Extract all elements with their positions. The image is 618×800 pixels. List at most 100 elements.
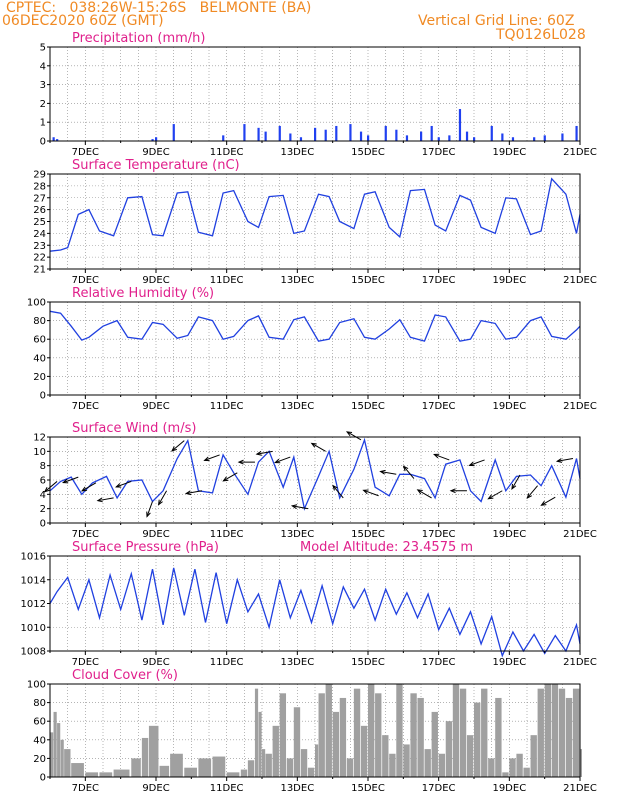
precip-bar [448,135,451,141]
wind-vector [256,450,273,455]
wind-vector [171,440,185,452]
wind-arrowhead [146,511,151,518]
precip-bar [155,137,158,141]
cloud-title: Cloud Cover (%) [72,668,178,683]
x-tick-label: 21DEC [563,275,597,286]
cloud-bar [71,763,84,777]
model-altitude-annotation: Model Altitude: 23.4575 m [300,540,473,555]
wind-arrowhead [362,489,369,495]
wind-panel: 7DEC 9DEC 11DEC 13DEC 15DEC 17DEC 19DEC 21DEC 0 2… [33,421,597,540]
x-tick-label: 7DEC [72,401,99,412]
header: CPTEC: 038:26W-15:26S BELMONTE (BA) 06DE… [0,0,618,44]
cloud-bar [558,688,566,777]
cloud-bar [258,711,262,777]
plot-frame [49,301,581,396]
wind-vector [434,453,450,461]
precip-bar [257,127,260,141]
model-code-text: TQ0126L028 [496,27,586,43]
cloud-bar [375,693,382,777]
x-tick-label: 17DEC [422,147,456,158]
precip-bar [384,125,387,141]
cloud-bar [410,693,417,777]
x-tick-label: 15DEC [351,401,385,412]
wind-vector [511,474,521,490]
humidity-title: Relative Humidity (%) [72,286,214,301]
cloud-bar [502,772,509,777]
cloud-bar [452,684,460,777]
x-tick-label: 11DEC [210,529,244,540]
cloud-bar [445,721,453,777]
y-tick-label: 2 [40,99,46,110]
cloud-bar [148,725,159,777]
cloud-bar [466,735,474,777]
x-tick-label: 21DEC [563,783,597,794]
cloud-bar [318,693,325,777]
cloud-bar [389,753,396,777]
y-tick-label: 40 [33,735,46,746]
cloud-bar [293,707,301,777]
cloud-bar [431,711,438,777]
cloud-bar [424,749,431,777]
y-tick-label: 0 [40,519,46,530]
cloud-bar [240,769,248,777]
wind-arrowhead [449,488,456,494]
y-tick-label: 60 [33,335,46,346]
wind-vector [44,481,58,493]
wind-arrowhead [62,478,69,484]
grid-info-text: Vertical Grid Line: 60Z [418,13,575,29]
wind-vector [116,480,132,488]
precip-bar [533,137,536,141]
wind-arrowhead [255,450,262,456]
x-tick-label: 9DEC [142,275,169,286]
wind-vector [97,497,114,502]
precip-bar [289,133,292,141]
wind-arrowhead [222,476,229,482]
cloud-bar [396,684,403,777]
y-tick-label: 3 [40,80,46,91]
cloud-bar [459,688,467,777]
y-tick-label: 6 [40,476,46,487]
precip-title: Precipitation (mm/h) [72,31,205,46]
cloud-bar [353,688,361,777]
wind-arrowhead [555,458,563,463]
wind-vector [332,485,344,499]
y-tick-label: 100 [27,680,46,691]
x-tick-label: 11DEC [210,147,244,158]
cloud-bar [262,749,266,777]
y-tick-label: 24 [33,229,46,240]
wind-vector [417,489,432,499]
cloud-bar [332,711,340,777]
temperature-series-line [49,177,581,252]
precip-bar [543,135,546,141]
wind-vector [186,490,203,495]
wind-vector [81,482,97,492]
x-tick-label: 9DEC [142,529,169,540]
y-tick-label: 0 [40,391,46,402]
precip-bar [473,137,476,141]
x-tick-label: 7DEC [72,275,99,286]
cloud-bar [247,760,255,777]
cloud-bar [212,756,226,777]
precip-bar [222,135,225,141]
cloud-bar [368,684,375,777]
precip-bar [151,139,154,141]
cloud-bar [417,697,424,777]
cloud-bar [198,758,212,777]
pressure-panel: 7DEC 9DEC 11DEC 13DEC 15DEC 17DEC 19DEC 21DEC 10… [21,540,597,668]
wind-series-line [49,437,581,511]
wind-arrowhead [203,456,210,462]
y-tick-label: 1012 [21,599,46,610]
cloud-bar [565,697,573,777]
precip-bar [264,131,267,141]
cloud-bar [99,772,113,777]
cloud-bar [495,697,502,777]
cloud-bar [382,735,389,777]
wind-vector [380,470,397,475]
x-tick-label: 9DEC [142,401,169,412]
y-tick-label: 0 [40,773,46,784]
cloud-bar [509,758,516,777]
wind-vector [146,501,153,517]
precip-bar [430,125,433,141]
x-tick-label: 7DEC [72,657,99,668]
cloud-bar [360,725,368,777]
